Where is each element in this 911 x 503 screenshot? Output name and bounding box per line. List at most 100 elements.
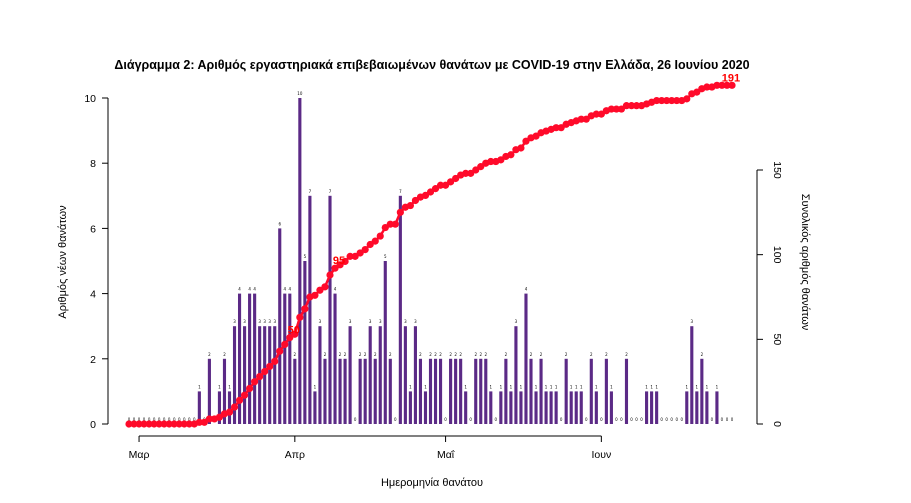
cumulative-point — [507, 151, 515, 159]
bar-label: 2 — [505, 352, 508, 357]
bar — [338, 358, 342, 424]
bar — [323, 358, 327, 424]
bar-label: 0 — [721, 417, 724, 422]
bar-label: 1 — [550, 384, 553, 389]
cumulative-label: 191 — [722, 72, 740, 84]
daily-deaths-bars — [197, 98, 719, 424]
y-tick-label: 0 — [90, 419, 96, 431]
cumulative-point — [577, 115, 585, 123]
cumulative-point — [165, 420, 173, 428]
cumulative-label: 50 — [288, 325, 300, 337]
cumulative-point — [180, 420, 188, 428]
y-tick-label: 2 — [90, 354, 96, 366]
bar-label: 0 — [726, 417, 729, 422]
cumulative-point — [487, 157, 495, 166]
bar-label: 2 — [389, 352, 392, 357]
cumulative-point — [286, 334, 294, 342]
cumulative-point — [281, 340, 289, 349]
bar-label: 2 — [540, 352, 543, 357]
bar-label: 5 — [304, 254, 307, 259]
bar — [308, 195, 312, 424]
bar — [378, 326, 382, 424]
y-tick-label: 4 — [90, 289, 96, 301]
bar-label: 0 — [469, 417, 472, 422]
bar — [685, 391, 689, 424]
bar-label: 4 — [283, 287, 286, 292]
bar — [348, 326, 352, 424]
cumulative-point — [240, 391, 249, 399]
bar — [433, 358, 438, 424]
bar — [544, 391, 548, 424]
cumulative-point — [291, 330, 299, 338]
bar — [373, 358, 377, 424]
bar-label: 0 — [731, 417, 734, 422]
y2-tick-label: 0 — [771, 421, 783, 427]
bar — [237, 293, 242, 424]
bar-label: 2 — [454, 352, 457, 357]
bar-label: 2 — [625, 352, 628, 357]
bar-label: 10 — [297, 91, 303, 96]
cumulative-point — [341, 257, 349, 266]
bar-label: 0 — [158, 417, 161, 422]
bar — [333, 293, 337, 424]
bar — [449, 358, 453, 424]
bar-label: 2 — [479, 352, 482, 357]
bar — [700, 358, 704, 424]
bar-label: 2 — [364, 352, 367, 357]
bar-label: 1 — [655, 384, 658, 389]
bar — [293, 358, 297, 424]
bar-label: 3 — [319, 319, 322, 324]
cumulative-point — [155, 420, 163, 428]
cumulative-point — [713, 81, 721, 89]
cumulative-point — [301, 305, 309, 313]
bar-label: 0 — [665, 417, 668, 422]
bar-label: 3 — [515, 319, 518, 324]
x-axis-label: Ημερομηνία θανάτου — [381, 477, 483, 489]
bar-label: 2 — [449, 352, 452, 357]
bar — [253, 293, 257, 424]
cumulative-point — [703, 83, 711, 91]
cumulative-point — [215, 413, 224, 421]
cumulative-point — [225, 408, 234, 416]
y-tick-label: 8 — [90, 158, 96, 170]
bar-label: 2 — [294, 352, 297, 357]
bar — [368, 326, 372, 424]
bar — [589, 358, 593, 424]
bar-label: 2 — [324, 352, 327, 357]
bar — [222, 358, 227, 424]
bar-label: 4 — [334, 287, 337, 292]
bar-label: 3 — [404, 319, 407, 324]
cumulative-point — [230, 403, 239, 411]
y2-tick-label: 150 — [771, 161, 783, 179]
cumulative-point — [617, 105, 626, 113]
bar-label: 3 — [691, 319, 694, 324]
bar-label: 1 — [510, 384, 513, 389]
bar-label: 6 — [278, 221, 281, 226]
y-axis-label: Αριθμός νέων θανάτων — [57, 205, 69, 319]
bar — [413, 326, 417, 424]
bar-label: 1 — [535, 384, 538, 389]
cumulative-point — [462, 169, 470, 177]
bar — [695, 391, 699, 424]
bar — [398, 195, 402, 424]
bar-label: 0 — [585, 417, 588, 422]
bar — [383, 261, 387, 424]
bar-label: 0 — [635, 417, 638, 422]
cumulative-point — [436, 181, 445, 189]
y-tick-label: 6 — [90, 223, 96, 235]
cumulative-point — [170, 420, 178, 428]
bar-label: 3 — [233, 319, 236, 324]
bar — [504, 358, 508, 424]
cumulative-label: 95 — [333, 255, 345, 267]
bar-label: 0 — [178, 417, 181, 422]
cumulative-point — [195, 418, 203, 426]
bar-label: 0 — [495, 417, 498, 422]
bar-label: 3 — [369, 319, 372, 324]
bar — [217, 391, 222, 424]
bar-label: 0 — [675, 417, 678, 422]
bar — [423, 391, 428, 424]
bar-label: 2 — [701, 352, 704, 357]
bar — [529, 358, 533, 424]
cumulative-point — [296, 313, 304, 321]
